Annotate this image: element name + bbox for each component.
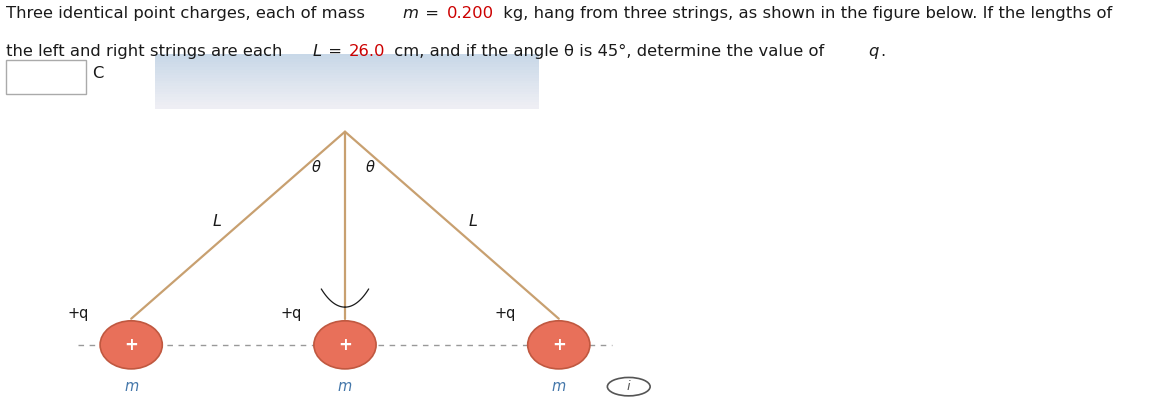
- Bar: [155, 70, 540, 74]
- Bar: [155, 94, 540, 98]
- Text: +: +: [551, 336, 566, 354]
- Ellipse shape: [100, 321, 162, 369]
- Bar: [155, 59, 540, 62]
- Text: θ: θ: [311, 160, 320, 175]
- Text: +: +: [338, 336, 352, 354]
- Text: +q: +q: [495, 306, 516, 321]
- Bar: [155, 75, 540, 79]
- Ellipse shape: [527, 321, 589, 369]
- Text: .: .: [881, 44, 885, 59]
- Text: +q: +q: [281, 306, 303, 321]
- Text: m: m: [124, 379, 138, 394]
- Bar: [155, 64, 540, 68]
- Bar: [155, 54, 540, 57]
- FancyBboxPatch shape: [6, 60, 85, 94]
- Text: 0.200: 0.200: [447, 6, 494, 21]
- Text: =: =: [322, 44, 346, 59]
- Bar: [155, 78, 540, 82]
- Text: m: m: [403, 6, 419, 21]
- Text: 26.0: 26.0: [349, 44, 386, 59]
- Bar: [155, 83, 540, 87]
- Bar: [155, 105, 540, 109]
- Bar: [155, 92, 540, 95]
- Bar: [155, 86, 540, 89]
- Text: Three identical point charges, each of mass: Three identical point charges, each of m…: [6, 6, 371, 21]
- Text: +: +: [124, 336, 138, 354]
- Text: =: =: [420, 6, 444, 21]
- Bar: [155, 100, 540, 103]
- Bar: [155, 73, 540, 76]
- Bar: [155, 56, 540, 60]
- Bar: [155, 97, 540, 101]
- Bar: [155, 81, 540, 84]
- Text: θ: θ: [366, 160, 375, 175]
- Text: cm, and if the angle θ is 45°, determine the value of: cm, and if the angle θ is 45°, determine…: [389, 44, 829, 59]
- Text: q: q: [869, 44, 879, 59]
- Text: m: m: [551, 379, 566, 394]
- Text: C: C: [92, 66, 104, 81]
- Bar: [155, 89, 540, 92]
- Ellipse shape: [314, 321, 376, 369]
- Text: L: L: [313, 44, 322, 59]
- Text: i: i: [627, 380, 631, 393]
- Text: L: L: [468, 214, 478, 229]
- Text: m: m: [338, 379, 352, 394]
- Text: the left and right strings are each: the left and right strings are each: [6, 44, 288, 59]
- Text: +q: +q: [67, 306, 89, 321]
- Text: kg, hang from three strings, as shown in the figure below. If the lengths of: kg, hang from three strings, as shown in…: [498, 6, 1112, 21]
- Bar: [155, 67, 540, 71]
- Text: L: L: [212, 214, 221, 229]
- Bar: [155, 102, 540, 106]
- Bar: [155, 61, 540, 65]
